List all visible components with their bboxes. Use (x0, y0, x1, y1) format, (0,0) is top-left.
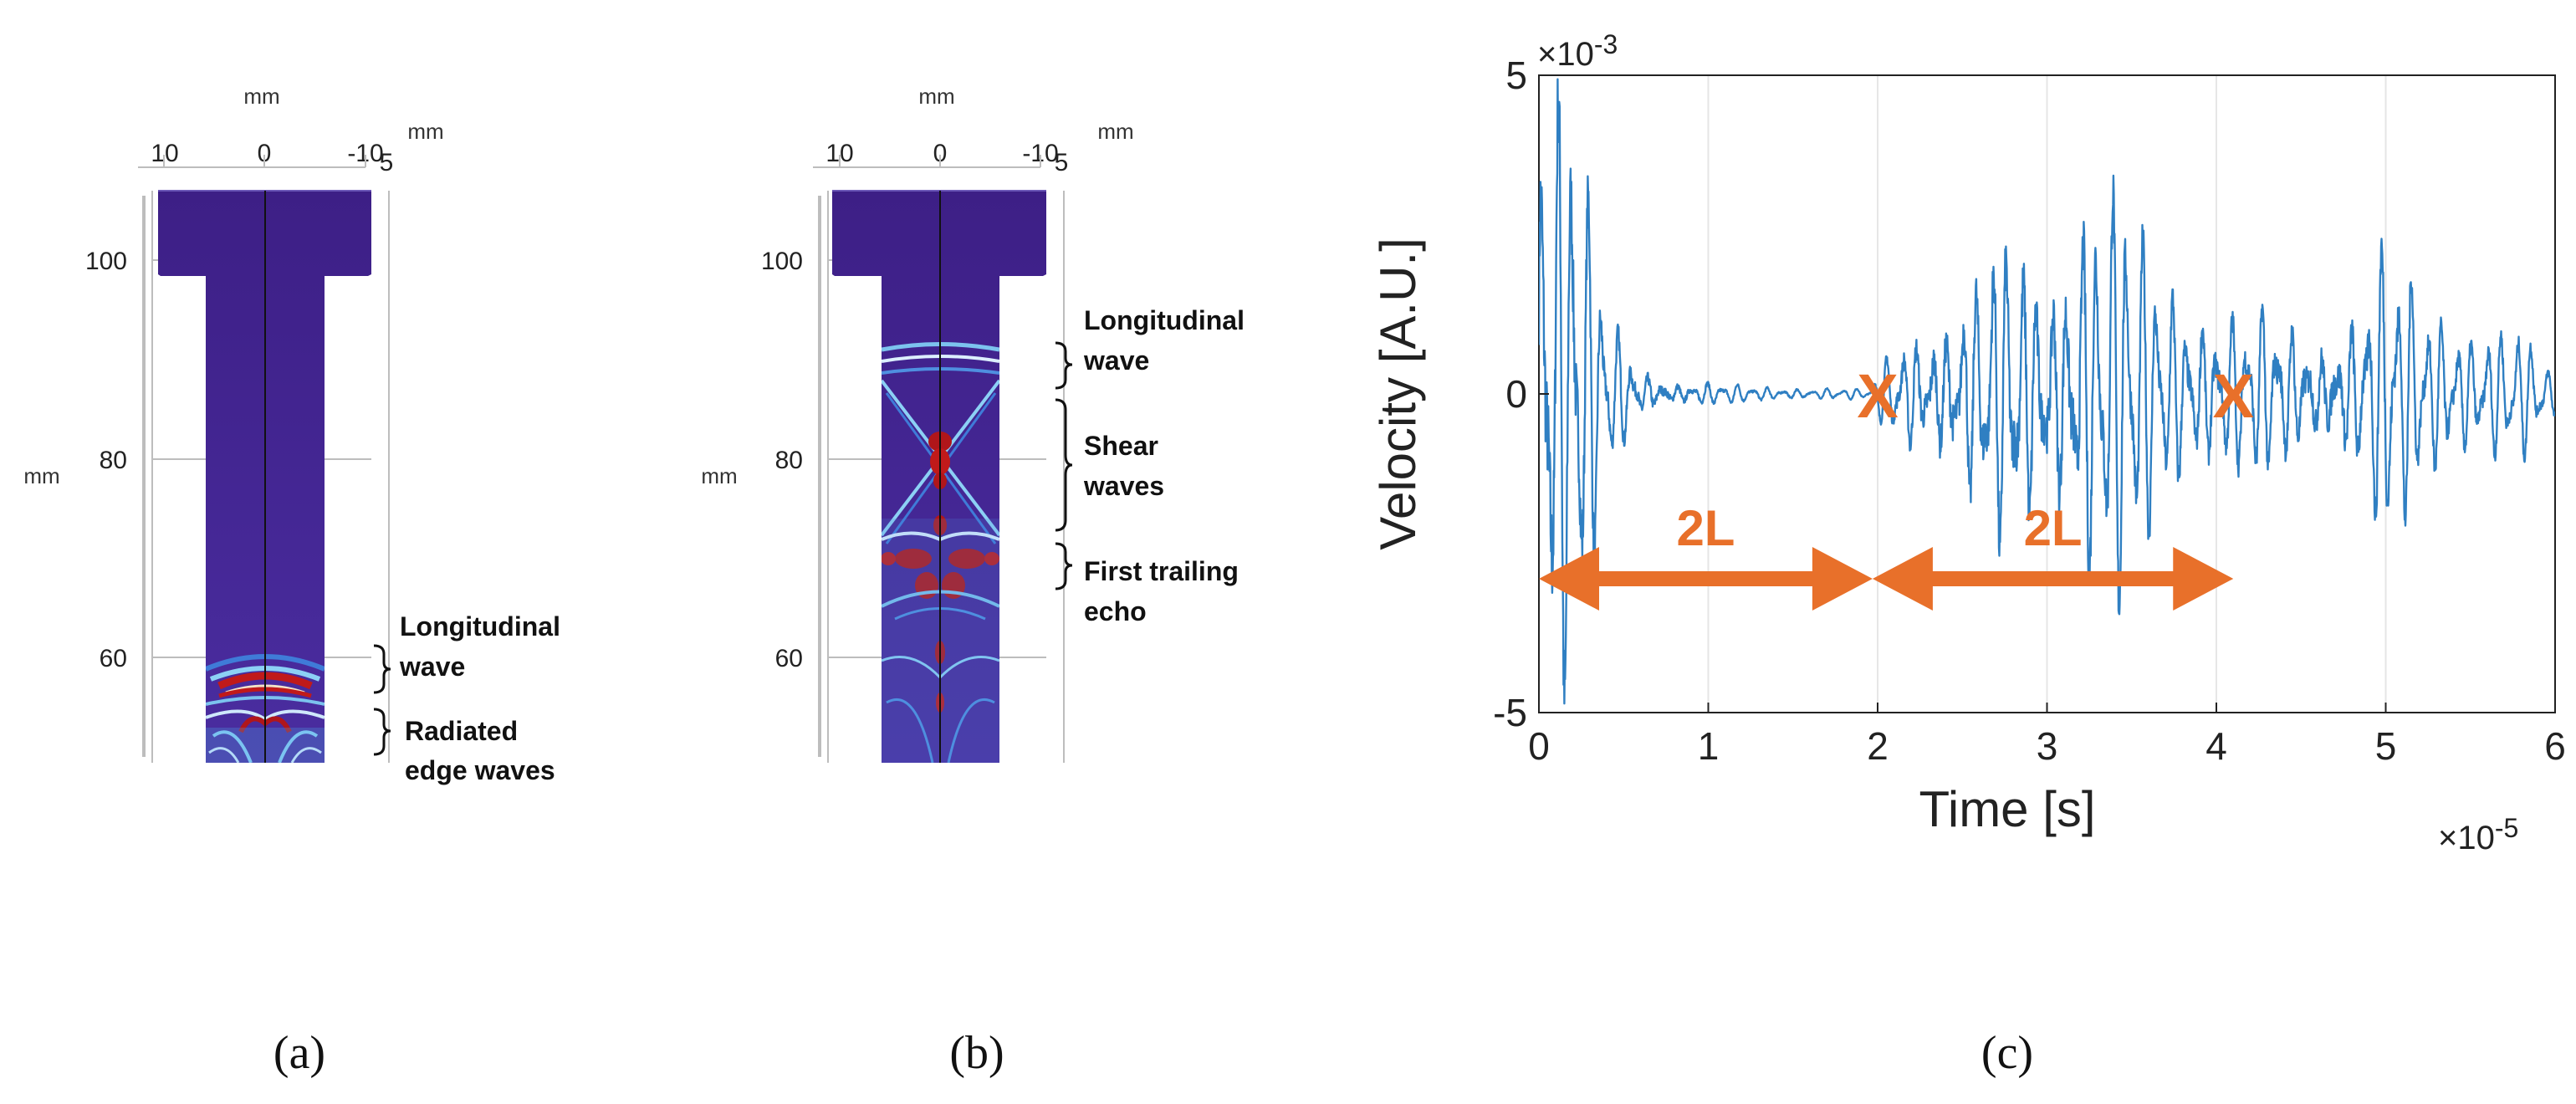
arrow-label: 2L (1676, 500, 1735, 556)
chart-x-label: Time [s] (1919, 781, 2095, 837)
panel-a-y-unit: mm (23, 463, 59, 488)
chart-ticks: 0 1 2 3 4 5 6-505 (1493, 54, 2566, 768)
reflection-marker: X (2213, 361, 2254, 431)
annotation-echo-line2: echo (1084, 596, 1147, 626)
brace (373, 708, 391, 756)
y-tick-label: -5 (1493, 691, 1527, 734)
panel-b-right-unit: mm (1097, 119, 1133, 144)
panel-b-y-unit: mm (701, 463, 737, 488)
chart-annotations: X X 2L 2L (1539, 361, 2254, 611)
panel-c-caption: (c) (1981, 1027, 2033, 1079)
x-tick-label: 0 (1528, 724, 1550, 768)
chart-y-exponent-power: -3 (1594, 29, 1618, 59)
chart-series (1539, 78, 2555, 705)
panel-b-x-tick: 0 (933, 140, 948, 167)
panel-a: mm mm mm 10 0 -10 5 100 80 60 (23, 84, 560, 1079)
double-arrow (1872, 546, 2234, 611)
annotation-edge-line2: edge waves (405, 755, 555, 785)
panel-b-annotations: Longitudinal wave Shear waves First trai… (1055, 305, 1245, 626)
annotation-shear-line2: waves (1083, 471, 1164, 501)
arrow-label: 2L (2024, 500, 2083, 556)
panel-b: mm mm mm 10 0 -10 5 100 80 60 (701, 84, 1245, 1079)
brace (1055, 398, 1073, 532)
panel-b-y-tick: 60 (775, 645, 803, 672)
x-tick-label: 4 (2205, 724, 2227, 768)
x-tick-label: 2 (1867, 724, 1889, 768)
panel-b-y-tick: 80 (775, 447, 803, 474)
panel-a-y-tick: 100 (85, 248, 127, 275)
x-tick-label: 1 (1698, 724, 1720, 768)
velocity-series-line (1539, 78, 2555, 705)
annotation-longitudinal-line2: wave (1083, 345, 1149, 376)
panel-b-y-tick: 100 (761, 248, 803, 275)
x-tick-label: 5 (2375, 724, 2397, 768)
panel-a-annotations: Longitudinal wave Radiated edge waves (373, 611, 560, 785)
panel-a-y-ticks: 100 80 60 (85, 248, 127, 672)
panel-b-y-ticks: 100 80 60 (761, 248, 803, 672)
panel-b-x-ticks: 10 0 -10 5 (825, 140, 1068, 176)
chart-x-exponent: ×10-5 (2438, 813, 2518, 856)
panel-b-x-tick: 5 (1055, 149, 1069, 176)
panel-a-plate (158, 190, 371, 763)
y-tick-label: 5 (1505, 54, 1527, 97)
double-arrow (1539, 546, 1873, 611)
panel-a-right-unit: mm (407, 119, 443, 144)
x-tick-label: 6 (2544, 724, 2566, 768)
panel-a-x-tick: 0 (258, 140, 272, 167)
panel-b-plate (832, 190, 1046, 763)
annotation-edge-line1: Radiated (405, 716, 518, 746)
chart-y-exponent: ×10-3 (1537, 29, 1618, 73)
chart-gridlines (1707, 75, 2387, 713)
brace (1055, 341, 1073, 390)
reflection-marker: X (1857, 361, 1898, 431)
panel-c: 0 1 2 3 4 5 6-505 ×10-3 ×10-5 Time [s] Velocit… (1370, 29, 2566, 1079)
panel-b-x-unit: mm (918, 84, 954, 109)
y-tick-label: 0 (1505, 372, 1527, 416)
panel-a-x-tick: 5 (380, 149, 394, 176)
chart-y-exponent-base: ×10 (1537, 36, 1594, 73)
annotation-longitudinal-line2: wave (399, 652, 465, 682)
x-tick-label: 3 (2037, 724, 2058, 768)
brace (1055, 542, 1073, 590)
chart-x-exponent-base: ×10 (2438, 820, 2495, 856)
panel-a-y-tick: 60 (100, 645, 127, 672)
brace (373, 644, 391, 694)
annotation-longitudinal-line1: Longitudinal (1084, 305, 1245, 335)
panel-a-y-tick: 80 (100, 447, 127, 474)
annotation-shear-line1: Shear (1084, 431, 1158, 461)
panel-a-x-ticks: 10 0 -10 5 (151, 140, 393, 176)
panel-a-caption: (a) (273, 1027, 325, 1079)
chart-x-exponent-power: -5 (2495, 813, 2518, 843)
panel-a-x-unit: mm (243, 84, 279, 109)
panel-b-caption: (b) (949, 1027, 1004, 1079)
annotation-echo-line1: First trailing (1084, 556, 1239, 586)
chart-y-label: Velocity [A.U.] (1370, 238, 1426, 549)
annotation-longitudinal-line1: Longitudinal (400, 611, 560, 641)
